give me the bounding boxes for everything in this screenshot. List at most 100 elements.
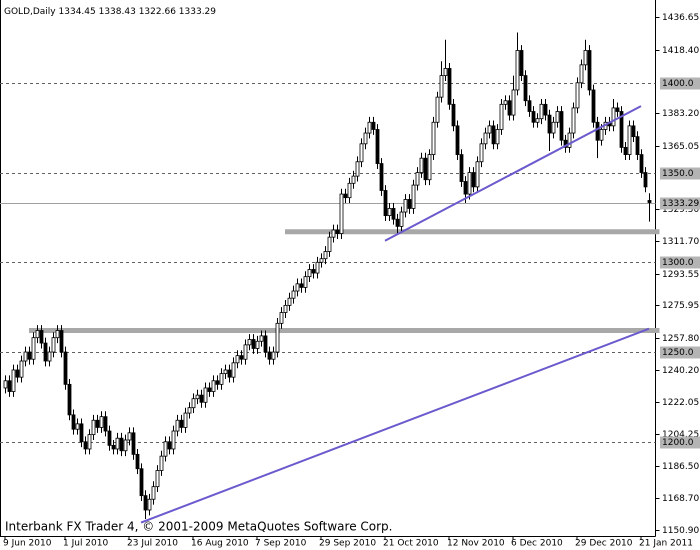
candle-body bbox=[131, 432, 136, 455]
candle-body bbox=[383, 190, 388, 217]
candle-body bbox=[159, 455, 164, 471]
level-label: 1350.0 bbox=[662, 169, 694, 179]
candle-body bbox=[87, 434, 92, 450]
candle-body bbox=[311, 269, 316, 274]
level-label-box bbox=[660, 346, 700, 359]
candle-body bbox=[615, 107, 620, 112]
candle-body bbox=[571, 107, 576, 134]
y-tick-label: 1293.55 bbox=[662, 270, 699, 280]
y-tick-label: 1222.05 bbox=[662, 398, 699, 408]
candle-body bbox=[499, 103, 504, 130]
candle-body bbox=[291, 290, 296, 299]
level-label-box bbox=[660, 436, 700, 449]
candle-body bbox=[155, 470, 160, 488]
candle-body bbox=[575, 82, 580, 109]
candle-body bbox=[35, 330, 40, 339]
candle-body bbox=[287, 297, 292, 306]
candle-body bbox=[299, 283, 304, 288]
candle-body bbox=[179, 419, 184, 428]
candle-body bbox=[219, 373, 224, 385]
level-label: 1400.0 bbox=[662, 79, 694, 89]
candle-body bbox=[39, 330, 44, 344]
candle-body bbox=[19, 360, 24, 378]
candle-body bbox=[23, 351, 28, 362]
candle-body bbox=[51, 337, 56, 353]
candle-body bbox=[415, 172, 420, 186]
candle-body bbox=[15, 369, 20, 378]
candle-body bbox=[439, 75, 444, 98]
candle-body bbox=[635, 136, 640, 155]
level-label: 1300.0 bbox=[662, 258, 694, 268]
x-tick-label: 21 Oct 2010 bbox=[383, 539, 439, 549]
y-tick-label: 1257.80 bbox=[662, 334, 699, 344]
candle-body bbox=[251, 339, 256, 349]
candle-body bbox=[275, 322, 280, 353]
candle-body bbox=[259, 335, 264, 342]
candle-body bbox=[583, 50, 588, 66]
last-close: 1333.29 bbox=[179, 7, 216, 17]
candle-body bbox=[83, 441, 88, 450]
candle-body bbox=[411, 184, 416, 209]
candle-body bbox=[455, 125, 460, 155]
candle-body bbox=[399, 211, 404, 227]
y-tick-label: 1329.50 bbox=[662, 205, 699, 215]
candle-body bbox=[539, 103, 544, 120]
x-tick-label: 7 Sep 2010 bbox=[255, 539, 307, 549]
candle-body bbox=[515, 50, 520, 91]
candle-body bbox=[111, 444, 116, 450]
candle-body bbox=[547, 114, 552, 134]
candle-body bbox=[471, 172, 476, 188]
candle-body bbox=[191, 398, 196, 409]
candle-body bbox=[135, 453, 140, 470]
candle-body bbox=[623, 147, 628, 155]
candle-body bbox=[479, 143, 484, 163]
candle-body bbox=[243, 344, 248, 360]
candle-body bbox=[331, 229, 336, 238]
candle-body bbox=[543, 103, 548, 116]
candle-body bbox=[563, 139, 568, 148]
candle-body bbox=[351, 175, 356, 184]
x-tick-label: 16 Aug 2010 bbox=[191, 539, 249, 549]
candle-body bbox=[587, 50, 592, 91]
candle-body bbox=[559, 111, 564, 141]
candle-body bbox=[187, 407, 192, 414]
y-tick-label: 1383.20 bbox=[662, 109, 699, 119]
trend-line bbox=[384, 105, 642, 242]
candle-body bbox=[483, 132, 488, 145]
candle-body bbox=[255, 340, 260, 349]
candle-body bbox=[319, 258, 324, 263]
candle-body bbox=[395, 218, 400, 227]
candle-body bbox=[147, 498, 152, 511]
x-tick-label: 9 Jun 2010 bbox=[3, 539, 52, 549]
candle-body bbox=[71, 414, 76, 430]
candle-body bbox=[435, 96, 440, 123]
watermark: Interbank FX Trader 4, © 2001-2009 MetaQ… bbox=[5, 520, 393, 534]
candle-body bbox=[631, 125, 636, 138]
y-tick-label: 1365.05 bbox=[662, 142, 699, 152]
candle-body bbox=[347, 182, 352, 199]
candle-body bbox=[335, 229, 340, 234]
candle-body bbox=[323, 251, 328, 260]
candle-body bbox=[531, 111, 536, 123]
candle-body bbox=[375, 129, 380, 164]
last-high: 1338.43 bbox=[99, 7, 136, 17]
candle-body bbox=[579, 64, 584, 84]
candle-body bbox=[31, 337, 36, 360]
candle-body bbox=[55, 330, 60, 339]
candle-body bbox=[551, 121, 556, 134]
candle-body bbox=[475, 161, 480, 188]
last-open: 1334.45 bbox=[59, 7, 96, 17]
candle-body bbox=[507, 100, 512, 116]
candle-body bbox=[431, 121, 436, 155]
candle-body bbox=[143, 495, 148, 511]
candle-body bbox=[47, 351, 52, 362]
candle-body bbox=[355, 161, 360, 177]
candle-body bbox=[527, 100, 532, 112]
candle-body bbox=[343, 193, 348, 199]
y-tick-label: 1150.90 bbox=[662, 526, 699, 536]
candle-body bbox=[171, 430, 176, 450]
x-tick-label: 29 Dec 2010 bbox=[575, 539, 633, 549]
candle-body bbox=[555, 111, 560, 123]
candle-body bbox=[103, 416, 108, 432]
